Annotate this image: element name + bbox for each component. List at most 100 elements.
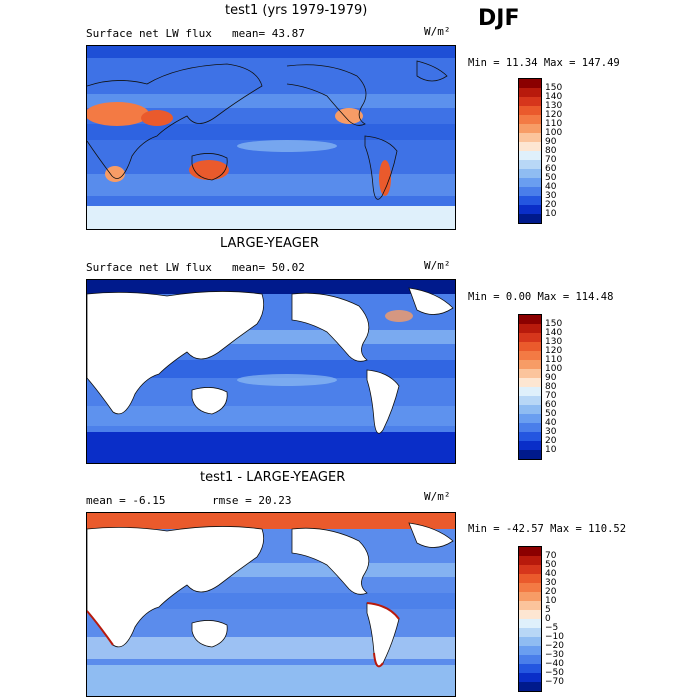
band-antarctic <box>87 432 455 463</box>
warm-patch-andes <box>379 160 391 196</box>
colorbar-box <box>519 97 541 106</box>
cloud-patch-pacific <box>237 374 337 386</box>
colorbar-box <box>519 333 541 342</box>
warm-patch-australia <box>189 160 229 180</box>
colorbar-label: 90 <box>545 137 557 147</box>
colorbar-label: 60 <box>545 400 557 410</box>
band-equator <box>87 360 455 378</box>
panel-1-title: test1 (yrs 1979-1979) <box>225 3 368 18</box>
panel-3-map-svg <box>87 513 455 696</box>
colorbar-label: 50 <box>545 560 557 570</box>
panel-3-title: test1 - LARGE-YEAGER <box>200 470 346 485</box>
panel-2-colorbar: 150 140 130 120 110 100 90 80 70 60 50 4… <box>518 314 562 460</box>
colorbar-label: 20 <box>545 587 557 597</box>
colorbar-box <box>519 396 541 405</box>
panel-1-field-label: Surface net LW flux <box>86 27 212 40</box>
colorbar-label: 10 <box>545 209 557 219</box>
colorbar-label: 10 <box>545 445 557 455</box>
colorbar-box <box>519 151 541 160</box>
colorbar-label: 30 <box>545 191 557 201</box>
colorbar-label: 40 <box>545 418 557 428</box>
colorbar-box <box>519 610 541 619</box>
colorbar-label: 30 <box>545 427 557 437</box>
panel-2-field-label: Surface net LW flux <box>86 261 212 274</box>
panel-2-map <box>86 279 456 464</box>
panel-1-minmax: Min = 11.34 Max = 147.49 <box>468 57 620 69</box>
colorbar-label: −70 <box>545 677 564 687</box>
colorbar-label: 40 <box>545 569 557 579</box>
colorbar-box <box>519 601 541 610</box>
colorbar-label: −10 <box>545 632 564 642</box>
colorbar-box <box>519 556 541 565</box>
colorbar-label: −40 <box>545 659 564 669</box>
colorbar-label: 80 <box>545 146 557 156</box>
warm-patch-gulfstream <box>385 310 413 322</box>
colorbar-box <box>519 315 541 324</box>
colorbar-label: −30 <box>545 650 564 660</box>
band-south <box>87 174 455 196</box>
colorbar-label: 10 <box>545 596 557 606</box>
panel-2-title: LARGE-YEAGER <box>220 236 320 251</box>
panel-1-mean: mean= 43.87 <box>232 27 305 40</box>
colorbar-label: 60 <box>545 164 557 174</box>
colorbar-box <box>519 414 541 423</box>
colorbar-label: 50 <box>545 409 557 419</box>
colorbar-label: 140 <box>545 92 563 102</box>
colorbar-box <box>519 565 541 574</box>
panel-3-map <box>86 512 456 697</box>
colorbar-box <box>519 342 541 351</box>
colorbar-label: 100 <box>545 364 563 374</box>
colorbar-box <box>519 187 541 196</box>
coastlines <box>87 60 448 200</box>
colorbar-box <box>519 196 541 205</box>
colorbar-box <box>519 646 541 655</box>
band-antarctic <box>87 206 455 229</box>
colorbar-label: 120 <box>545 110 563 120</box>
season-label: DJF <box>478 6 520 31</box>
colorbar-box <box>519 441 541 450</box>
colorbar-label: 90 <box>545 373 557 383</box>
band-south <box>87 406 455 426</box>
colorbar-box <box>519 160 541 169</box>
panel-3-mean: mean = -6.15 <box>86 494 166 507</box>
colorbar-box <box>519 133 541 142</box>
panel-3-colorbar: 70 50 40 30 20 10 5 0 −5 −10 −20 −30 −40… <box>518 546 564 692</box>
colorbar-box <box>519 432 541 441</box>
colorbar-label: 100 <box>545 128 563 138</box>
cloud-patch-pacific <box>237 140 337 152</box>
colorbar-box <box>519 169 541 178</box>
panel-2-minmax: Min = 0.00 Max = 114.48 <box>468 291 614 303</box>
colorbar-label: 110 <box>545 119 563 129</box>
colorbar-label: 150 <box>545 319 563 329</box>
colorbar-box <box>519 369 541 378</box>
colorbar-label: 150 <box>545 83 563 93</box>
colorbar-label: 130 <box>545 337 563 347</box>
warm-patch-mexico <box>335 108 363 124</box>
colorbar-label: 20 <box>545 436 557 446</box>
colorbar-label: 70 <box>545 391 557 401</box>
colorbar-box <box>519 124 541 133</box>
colorbar-box <box>519 547 541 556</box>
panel-2-mean: mean= 50.02 <box>232 261 305 274</box>
warm-patch-arabia <box>141 110 173 126</box>
colorbar-box <box>519 583 541 592</box>
colorbar-box <box>519 405 541 414</box>
colorbar-box <box>519 423 541 432</box>
panel-3-rmse: rmse = 20.23 <box>212 494 292 507</box>
colorbar-box <box>519 655 541 664</box>
panel-3-units: W/m² <box>424 490 451 503</box>
band-arctic <box>87 280 455 294</box>
band-equator <box>87 124 455 140</box>
colorbar-box <box>519 351 541 360</box>
colorbar-label: 140 <box>545 328 563 338</box>
band-arctic <box>87 46 455 58</box>
colorbar-box <box>519 673 541 682</box>
colorbar-label: 70 <box>545 551 557 561</box>
colorbar-box <box>519 378 541 387</box>
colorbar-label: −20 <box>545 641 564 651</box>
band-south <box>87 637 455 659</box>
colorbar-box <box>519 115 541 124</box>
colorbar-box <box>519 205 541 214</box>
colorbar-box <box>519 637 541 646</box>
colorbar-box <box>519 214 541 223</box>
